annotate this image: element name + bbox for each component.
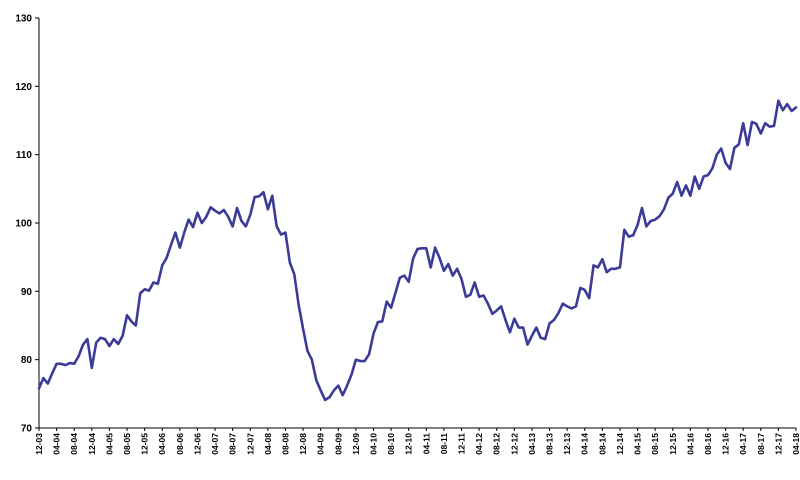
x-tick-label: 12-16 — [721, 433, 731, 455]
x-tick-label: 08-08 — [280, 433, 290, 455]
x-tick-label: 04-13 — [527, 433, 537, 455]
x-tick-label: 12-10 — [404, 433, 414, 455]
y-tick-label: 110 — [16, 150, 33, 161]
x-tick-label: 12-11 — [457, 433, 467, 455]
y-axis-ticks: 70 80 90 100 110 120 130 — [15, 14, 39, 435]
y-tick-label: 90 — [21, 287, 33, 298]
series-layer — [37, 99, 798, 402]
x-tick-label: 04-08 — [263, 433, 273, 455]
x-tick-label: 04-15 — [633, 433, 643, 455]
x-tick-label: 04-16 — [685, 433, 695, 455]
x-tick-label: 12-08 — [298, 433, 308, 455]
x-tick-label: 08-16 — [703, 433, 713, 455]
x-tick-label: 12-15 — [668, 433, 678, 455]
y-tick-label: 130 — [15, 14, 32, 25]
x-tick-label: 04-04 — [52, 433, 62, 455]
y-tick-label: 100 — [15, 219, 32, 230]
x-tick-label: 12-07 — [245, 433, 255, 455]
x-tick-label: 08-15 — [650, 433, 660, 455]
x-tick-label: 12-12 — [509, 433, 519, 455]
x-tick-label: 08-10 — [386, 433, 396, 455]
y-tick-label: 80 — [21, 355, 33, 366]
x-tick-label: 12-04 — [87, 433, 97, 455]
x-tick-label: 08-06 — [175, 433, 185, 455]
x-tick-label: 12-03 — [34, 433, 44, 455]
x-tick-label: 08-07 — [228, 433, 238, 455]
x-tick-label: 08-05 — [122, 433, 132, 455]
x-tick-label: 08-13 — [545, 433, 555, 455]
series-line — [37, 99, 798, 402]
x-tick-label: 12-13 — [562, 433, 572, 455]
x-tick-label: 04-11 — [421, 433, 431, 455]
x-tick-label: 04-09 — [316, 433, 326, 455]
x-tick-label: 08-09 — [333, 433, 343, 455]
x-tick-label: 04-05 — [104, 433, 114, 455]
x-tick-label: 12-06 — [192, 433, 202, 455]
x-tick-label: 04-18 — [791, 433, 800, 455]
x-tick-label: 12-14 — [615, 433, 625, 455]
x-tick-label: 04-06 — [157, 433, 167, 455]
x-tick-label: 04-10 — [368, 433, 378, 455]
y-tick-label: 120 — [15, 82, 32, 93]
x-tick-label: 04-12 — [474, 433, 484, 455]
x-tick-label: 04-14 — [580, 433, 590, 455]
x-axis-ticks: 12-03 04-04 08-04 12-04 04-05 08-05 12-05 04-06… — [34, 428, 800, 455]
x-tick-label: 08-12 — [492, 433, 502, 455]
x-tick-label: 12-09 — [351, 433, 361, 455]
x-tick-label: 04-07 — [210, 433, 220, 455]
x-tick-label: 08-17 — [756, 433, 766, 455]
x-tick-label: 12-05 — [140, 433, 150, 455]
y-tick-label: 70 — [21, 424, 33, 435]
x-tick-label: 08-11 — [439, 433, 449, 455]
x-tick-label: 04-17 — [738, 433, 748, 455]
x-tick-label: 08-04 — [69, 433, 79, 455]
x-tick-label: 12-17 — [773, 433, 783, 455]
x-tick-label: 08-14 — [597, 433, 607, 455]
